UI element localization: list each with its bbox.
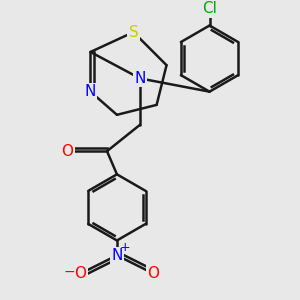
Text: N: N xyxy=(134,71,146,86)
Text: Cl: Cl xyxy=(202,2,217,16)
Text: N: N xyxy=(85,84,96,99)
Text: O: O xyxy=(75,266,87,281)
Text: O: O xyxy=(61,144,73,159)
Text: S: S xyxy=(129,25,138,40)
Text: +: + xyxy=(120,241,130,254)
Text: N: N xyxy=(111,248,123,263)
Text: O: O xyxy=(147,266,159,281)
Text: −: − xyxy=(63,265,75,279)
